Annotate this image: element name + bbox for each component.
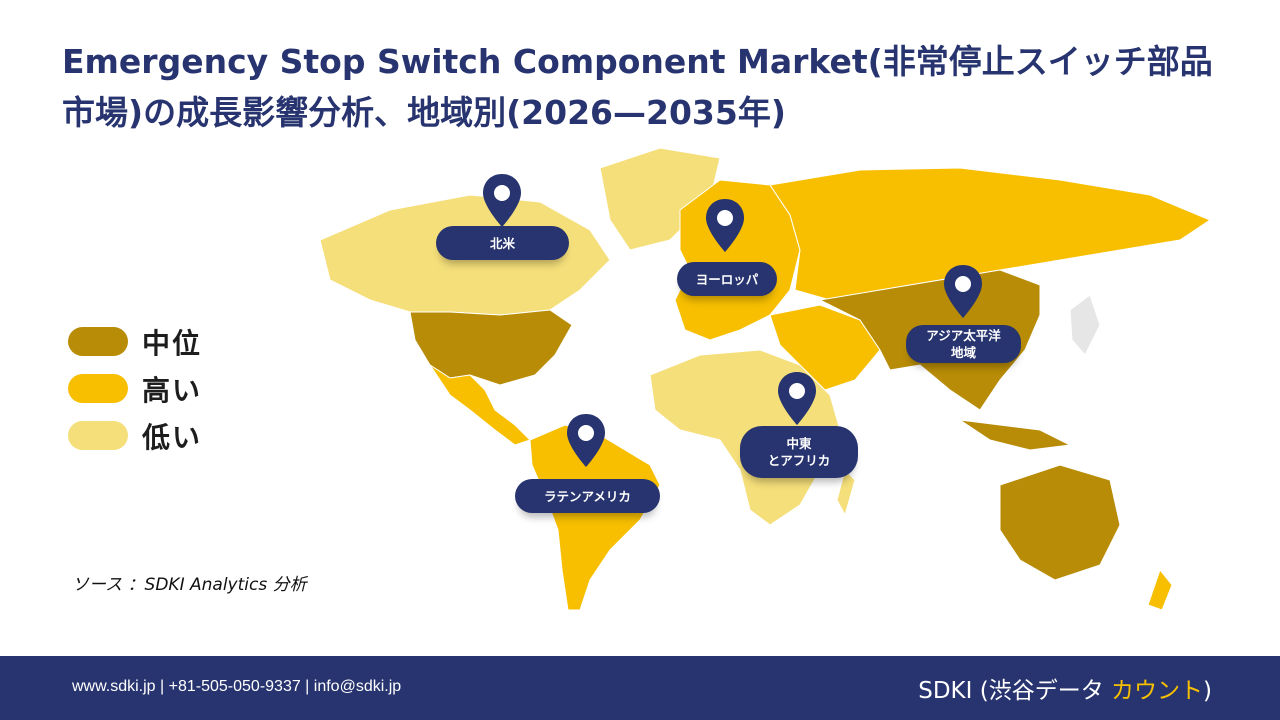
region-label-latin-america: ラテンアメリカ <box>515 479 660 513</box>
legend-swatch <box>68 374 128 403</box>
brand-prefix: SDKI (渋谷データ <box>918 678 1112 704</box>
region-australia <box>999 464 1121 581</box>
region-japan <box>1069 294 1101 356</box>
legend-item-medium: 中位 <box>68 318 202 365</box>
region-usa <box>409 309 573 386</box>
map-legend: 中位 高い 低い <box>68 318 202 459</box>
location-pin-icon <box>567 414 605 467</box>
location-pin-icon <box>944 265 982 318</box>
region-label-middle-east-africa: 中東 とアフリカ <box>740 426 858 478</box>
region-southeast-asia <box>959 419 1072 451</box>
location-pin-icon <box>483 174 521 227</box>
region-russia <box>769 167 1212 301</box>
brand-suffix: ) <box>1203 678 1212 704</box>
legend-label: 中位 <box>142 326 203 360</box>
legend-swatch <box>68 327 128 356</box>
legend-item-high: 高い <box>68 365 202 412</box>
legend-label: 低い <box>142 420 203 454</box>
region-label-north-america: 北米 <box>436 226 569 260</box>
region-label-europe: ヨーロッパ <box>677 262 777 296</box>
legend-swatch <box>68 421 128 450</box>
location-pin-icon <box>778 372 816 425</box>
region-label-asia-pacific: アジア太平洋 地域 <box>906 325 1021 363</box>
location-pin-icon <box>706 199 744 252</box>
region-mexico <box>429 364 531 446</box>
region-middle-east <box>769 304 881 391</box>
footer-brand: SDKI (渋谷データ カウント) <box>918 671 1212 705</box>
legend-item-low: 低い <box>68 412 202 459</box>
source-note: ソース ：SDKI Analytics 分析 <box>72 575 307 595</box>
region-new-zealand <box>1147 568 1173 611</box>
legend-label: 高い <box>142 373 203 407</box>
region-madagascar <box>836 469 856 517</box>
footer-bar: www.sdki.jp | +81-505-050-9337 | info@sd… <box>0 656 1280 720</box>
page-title: Emergency Stop Switch Component Market(非… <box>62 42 1213 132</box>
brand-accent: カウント <box>1111 678 1204 704</box>
footer-contact: www.sdki.jp | +81-505-050-9337 | info@sd… <box>72 678 402 695</box>
world-map <box>319 147 1212 611</box>
